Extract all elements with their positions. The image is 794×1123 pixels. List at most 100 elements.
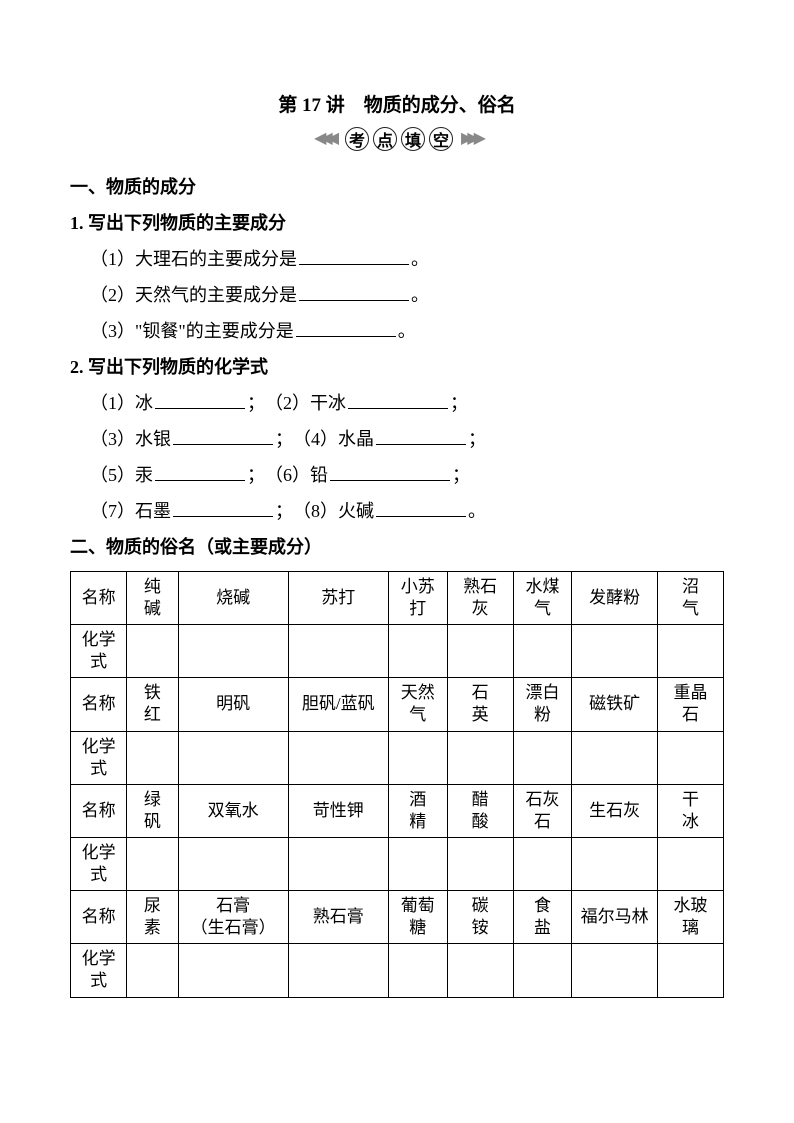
row-header-formula: 化学式	[71, 625, 127, 678]
table-cell-formula[interactable]	[388, 837, 447, 890]
q2-line-2: （3）水银； （4）水晶；	[70, 421, 724, 457]
table-cell-formula[interactable]	[447, 837, 513, 890]
table-cell-formula[interactable]	[657, 625, 723, 678]
table-cell-formula[interactable]	[513, 625, 572, 678]
table-cell-formula[interactable]	[447, 944, 513, 997]
q2-line-3: （5）汞； （6）铅；	[70, 457, 724, 493]
table-cell-formula[interactable]	[572, 837, 658, 890]
table-cell-formula[interactable]	[572, 944, 658, 997]
chevron-right-icon: ▶▶▶	[461, 131, 480, 147]
q2-line-4: （7）石墨； （8）火碱。	[70, 493, 724, 529]
q2-line-1: （1）冰； （2）干冰；	[70, 385, 724, 421]
table-cell-formula[interactable]	[288, 944, 388, 997]
table-cell-formula[interactable]	[447, 625, 513, 678]
table-cell-name: 天然气	[388, 678, 447, 731]
table-cell-name: 胆矾/蓝矾	[288, 678, 388, 731]
table-cell-formula[interactable]	[178, 837, 288, 890]
table-cell-formula[interactable]	[513, 731, 572, 784]
row-header-formula: 化学式	[71, 731, 127, 784]
punct: 。	[411, 249, 429, 269]
table-cell-name: 双氧水	[178, 784, 288, 837]
table-cell-formula[interactable]	[513, 837, 572, 890]
table-cell-formula[interactable]	[657, 837, 723, 890]
table-cell-name: 漂白粉	[513, 678, 572, 731]
table-cell-formula[interactable]	[572, 625, 658, 678]
section-2-heading: 二、物质的俗名（或主要成分）	[70, 529, 724, 565]
q2-1a: （1）冰	[90, 393, 153, 413]
q2-1c: ；	[450, 393, 468, 413]
table-cell-name: 生石灰	[572, 784, 658, 837]
table-cell-name: 磁铁矿	[572, 678, 658, 731]
banner-char-3: 填	[401, 127, 425, 151]
q2-3b: ； （6）铅	[247, 465, 328, 485]
blank[interactable]	[155, 463, 245, 481]
substance-table: 名称纯碱烧碱苏打小苏打熟石灰水煤气发酵粉沼气化学式名称铁红明矾胆矾/蓝矾天然气石…	[70, 571, 724, 998]
blank[interactable]	[299, 247, 409, 265]
blank[interactable]	[296, 319, 396, 337]
punct: 。	[411, 285, 429, 305]
section-banner: ◀◀◀ 考 点 填 空 ▶▶▶	[70, 127, 724, 151]
row-header-name: 名称	[71, 784, 127, 837]
table-cell-name: 熟石灰	[447, 572, 513, 625]
table-cell-formula[interactable]	[127, 944, 178, 997]
q2-2a: （3）水银	[90, 429, 171, 449]
table-cell-formula[interactable]	[513, 944, 572, 997]
blank[interactable]	[173, 427, 273, 445]
table-cell-formula[interactable]	[657, 944, 723, 997]
table-cell-formula[interactable]	[178, 731, 288, 784]
banner-char-1: 考	[345, 127, 369, 151]
table-cell-name: 石灰石	[513, 784, 572, 837]
table-cell-formula[interactable]	[127, 625, 178, 678]
row-header-formula: 化学式	[71, 944, 127, 997]
row-header-name: 名称	[71, 891, 127, 944]
table-cell-formula[interactable]	[178, 625, 288, 678]
table-cell-name: 明矾	[178, 678, 288, 731]
table-cell-name: 重晶石	[657, 678, 723, 731]
table-cell-name: 石英	[447, 678, 513, 731]
row-header-name: 名称	[71, 678, 127, 731]
table-cell-name: 苛性钾	[288, 784, 388, 837]
table-cell-name: 醋酸	[447, 784, 513, 837]
table-cell-formula[interactable]	[657, 731, 723, 784]
table-cell-formula[interactable]	[288, 625, 388, 678]
banner-char-2: 点	[373, 127, 397, 151]
blank[interactable]	[173, 499, 273, 517]
table-cell-name: 酒精	[388, 784, 447, 837]
table-cell-formula[interactable]	[572, 731, 658, 784]
blank[interactable]	[376, 427, 466, 445]
table-cell-formula[interactable]	[288, 731, 388, 784]
table-cell-formula[interactable]	[127, 731, 178, 784]
table-cell-name: 干冰	[657, 784, 723, 837]
table-cell-formula[interactable]	[178, 944, 288, 997]
table-cell-name: 水玻璃	[657, 891, 723, 944]
table-cell-name: 发酵粉	[572, 572, 658, 625]
blank[interactable]	[348, 391, 448, 409]
q1-item-1: （1）大理石的主要成分是。	[70, 241, 724, 277]
table-cell-name: 铁红	[127, 678, 178, 731]
table-cell-name: 沼气	[657, 572, 723, 625]
table-cell-formula[interactable]	[288, 837, 388, 890]
row-header-formula: 化学式	[71, 837, 127, 890]
table-cell-name: 石膏（生石膏）	[178, 891, 288, 944]
table-cell-name: 福尔马林	[572, 891, 658, 944]
table-cell-formula[interactable]	[388, 944, 447, 997]
table-cell-name: 水煤气	[513, 572, 572, 625]
table-cell-formula[interactable]	[388, 731, 447, 784]
table-cell-name: 葡萄糖	[388, 891, 447, 944]
q1-item-3: （3）"钡餐"的主要成分是。	[70, 313, 724, 349]
table-cell-name: 绿矾	[127, 784, 178, 837]
table-cell-formula[interactable]	[447, 731, 513, 784]
table-cell-name: 小苏打	[388, 572, 447, 625]
table-cell-name: 熟石膏	[288, 891, 388, 944]
table-cell-formula[interactable]	[127, 837, 178, 890]
q2-2b: ； （4）水晶	[275, 429, 374, 449]
blank[interactable]	[155, 391, 245, 409]
blank[interactable]	[376, 499, 466, 517]
q1-3-text: （3）"钡餐"的主要成分是	[90, 321, 294, 341]
table-cell-name: 纯碱	[127, 572, 178, 625]
table-cell-formula[interactable]	[388, 625, 447, 678]
blank[interactable]	[299, 283, 409, 301]
table-cell-name: 苏打	[288, 572, 388, 625]
chevron-left-icon: ◀◀◀	[314, 131, 333, 147]
blank[interactable]	[330, 463, 450, 481]
